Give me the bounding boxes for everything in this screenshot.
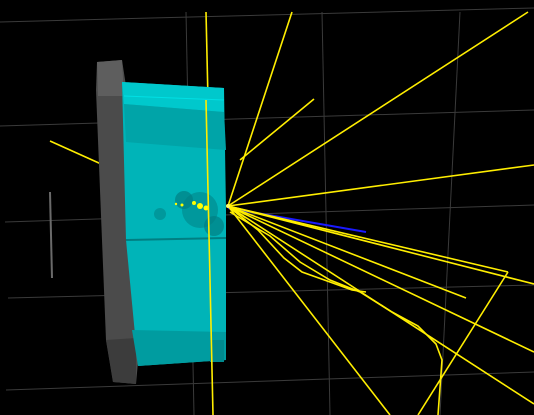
grid-line <box>4 204 534 223</box>
detector-face <box>122 82 226 366</box>
tracks <box>205 11 534 415</box>
grid <box>0 7 534 415</box>
grid-line <box>439 11 461 415</box>
vertex-marker <box>226 204 230 208</box>
track <box>205 99 214 415</box>
hit <box>192 201 196 205</box>
track <box>239 98 315 161</box>
hit-shadow <box>154 208 166 220</box>
grid-line <box>5 371 534 391</box>
detector-face-lower-band <box>132 330 226 366</box>
track <box>227 205 467 299</box>
hit <box>197 203 203 209</box>
track <box>227 205 534 353</box>
hit <box>174 202 178 206</box>
track <box>227 11 293 207</box>
grid-line <box>321 11 331 415</box>
track <box>417 271 509 415</box>
hit <box>203 205 209 211</box>
hit-shadow <box>175 191 193 209</box>
grid-line <box>0 7 534 23</box>
track <box>227 164 534 207</box>
detector-face-top-band <box>122 82 224 112</box>
grid-line <box>0 109 534 127</box>
grid-line <box>7 284 534 299</box>
detector-face-upper <box>124 104 226 150</box>
detector-face-seam <box>123 95 225 101</box>
detector-side-shadow <box>106 338 136 384</box>
detector-sliver <box>49 191 53 279</box>
detector-module <box>96 60 227 384</box>
track <box>227 205 391 415</box>
hit <box>180 203 184 207</box>
detector-face-notch <box>210 340 224 362</box>
detector-side-highlight <box>97 60 124 96</box>
track <box>227 205 509 273</box>
track <box>227 205 534 285</box>
track-curved <box>229 207 367 293</box>
track <box>205 11 209 101</box>
track <box>227 11 529 207</box>
track-curved <box>229 211 443 415</box>
hit-shadow <box>204 216 224 236</box>
